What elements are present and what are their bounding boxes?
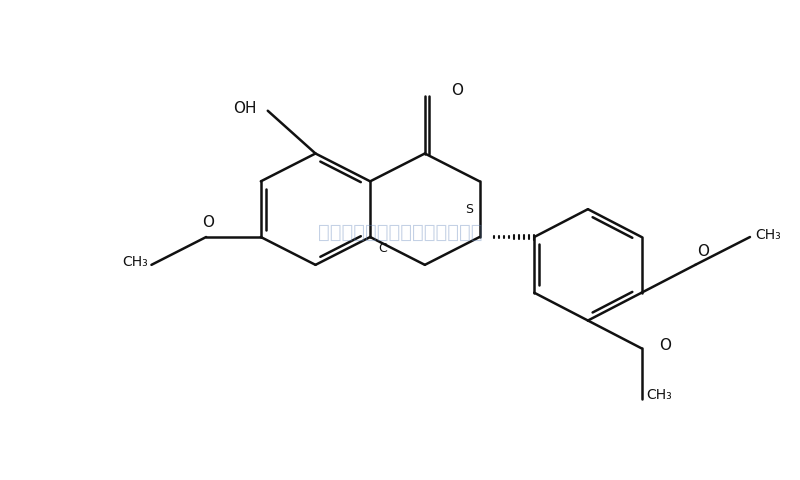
Text: O: O <box>450 84 462 98</box>
Text: O: O <box>202 215 214 230</box>
Text: 四川省维克奇生物科技有限公司: 四川省维克奇生物科技有限公司 <box>318 223 482 241</box>
Text: C: C <box>378 242 387 255</box>
Text: S: S <box>466 203 474 216</box>
Text: OH: OH <box>234 101 257 116</box>
Text: CH₃: CH₃ <box>122 255 149 269</box>
Text: CH₃: CH₃ <box>646 388 672 402</box>
Text: O: O <box>698 244 710 259</box>
Text: O: O <box>659 338 671 353</box>
Text: CH₃: CH₃ <box>755 228 781 242</box>
